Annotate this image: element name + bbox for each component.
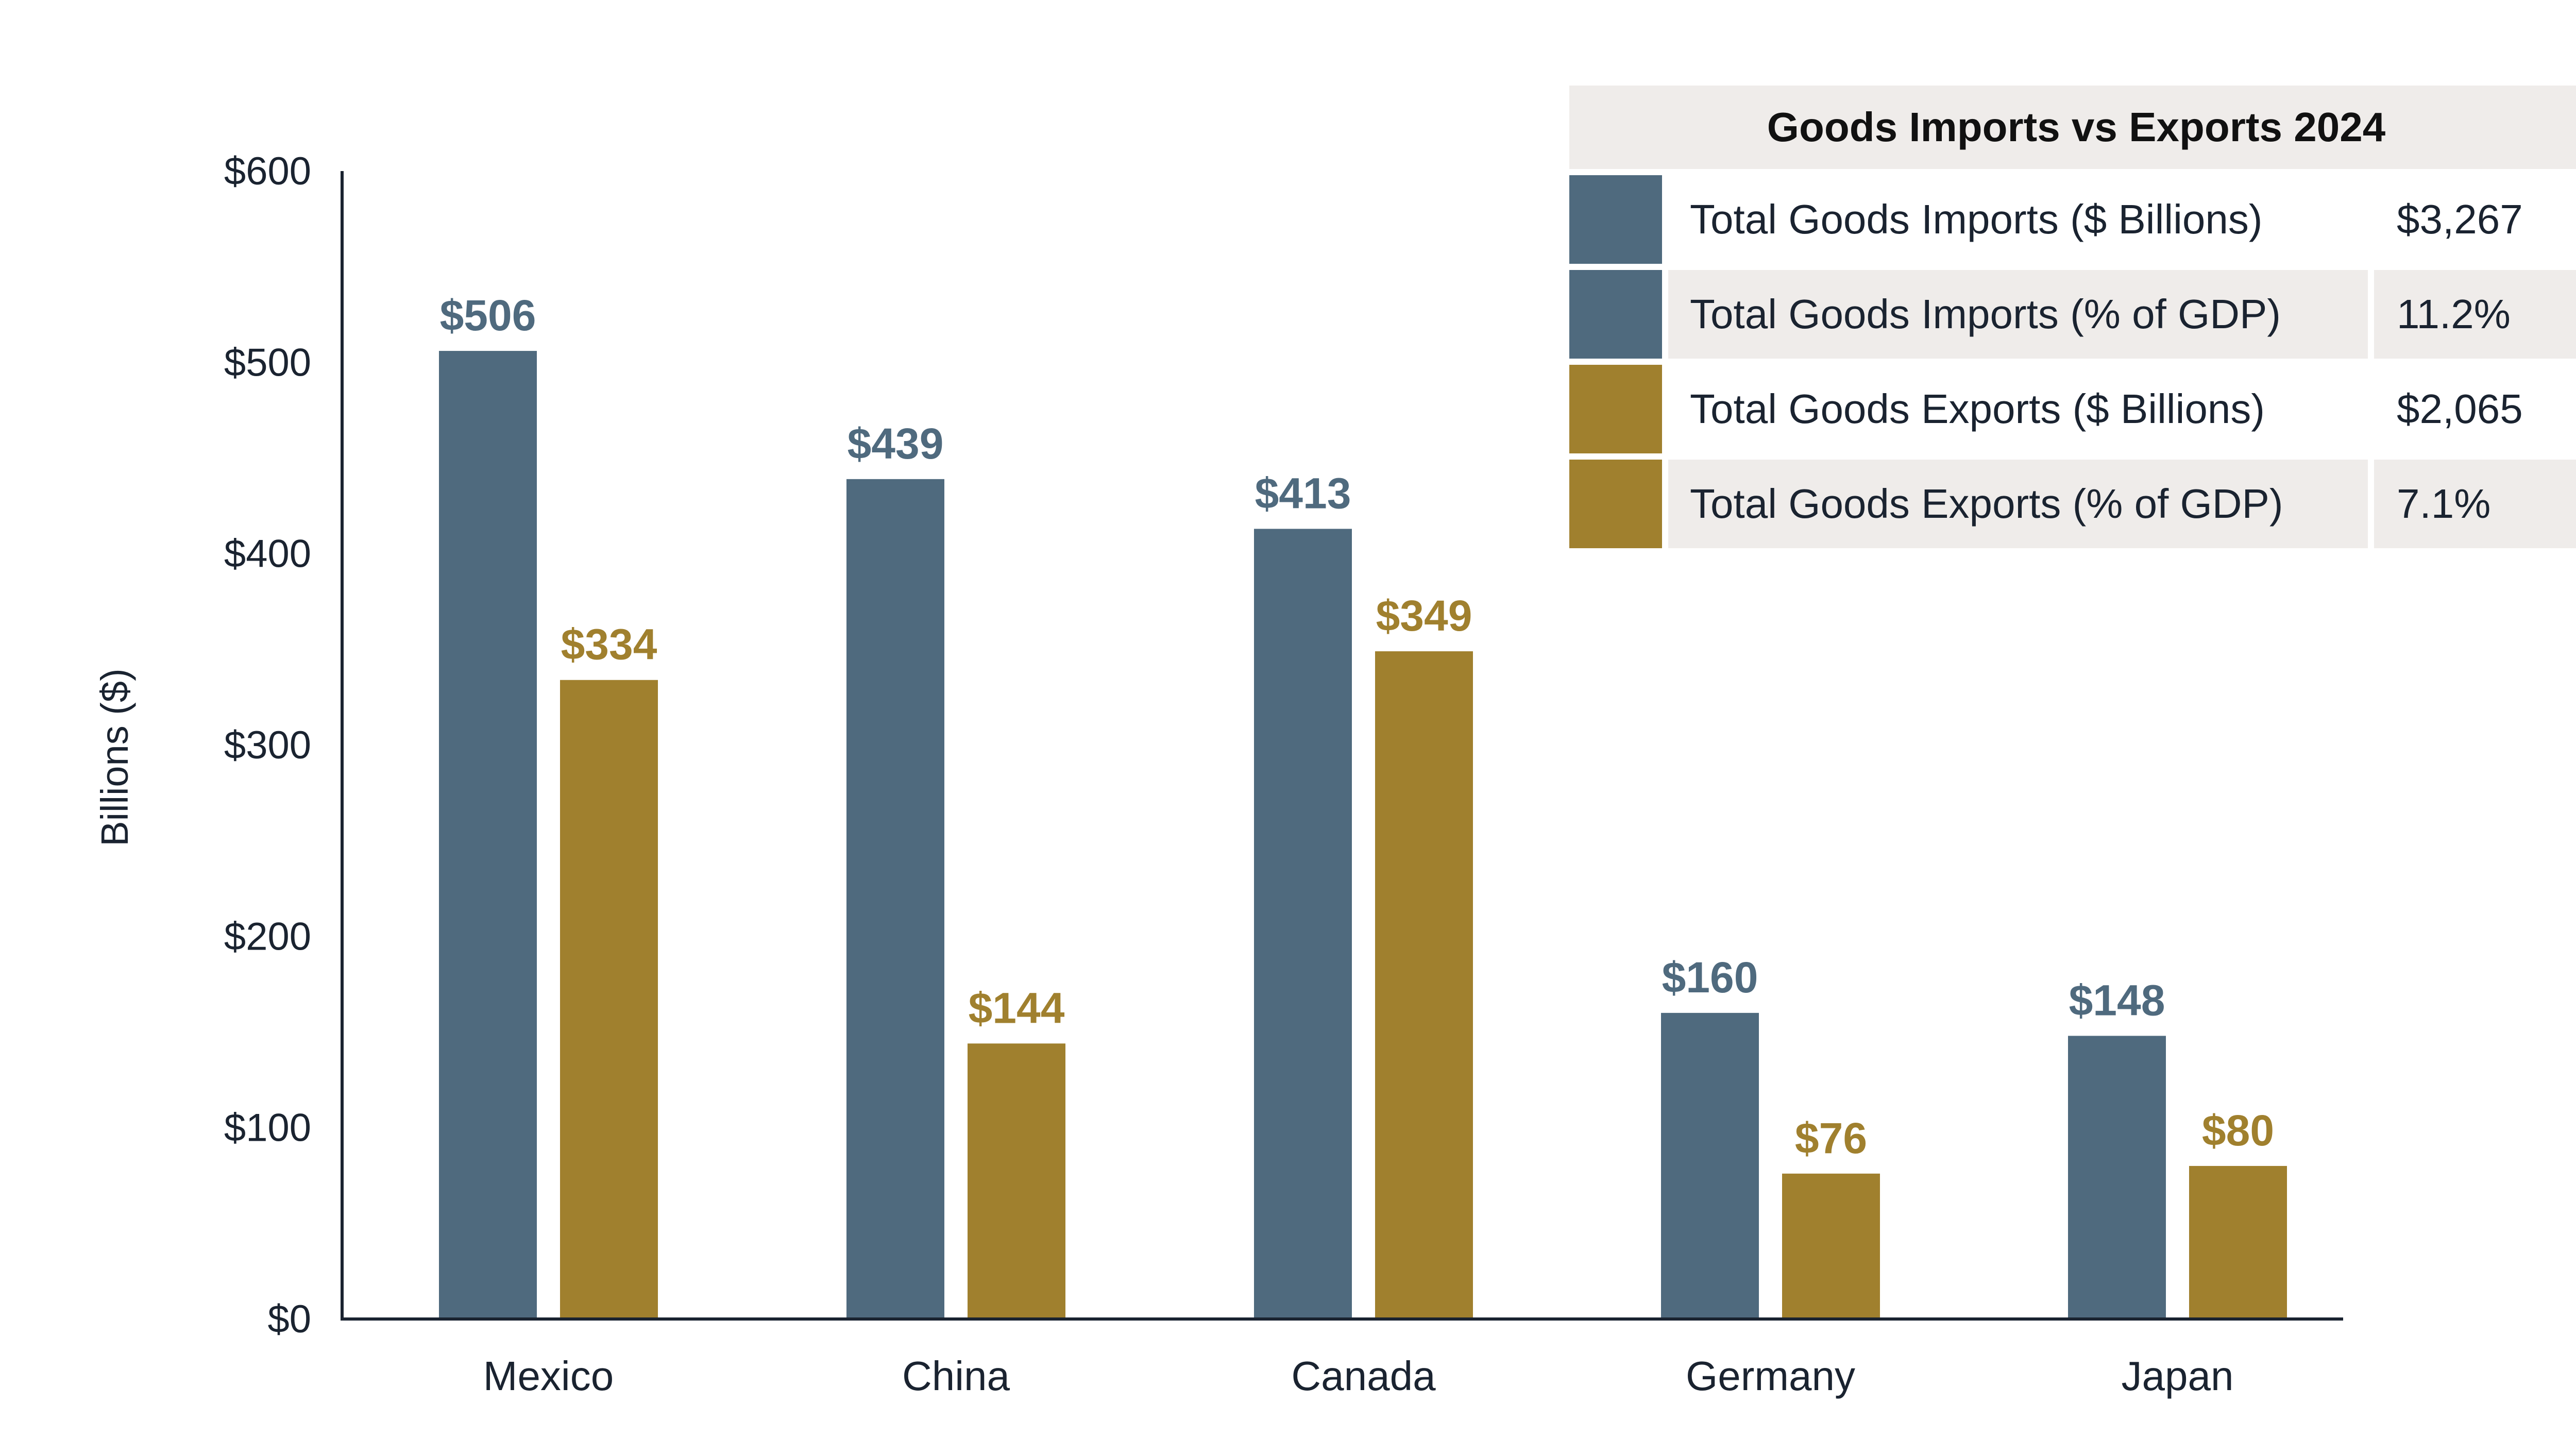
summary-legend-table: Goods Imports vs Exports 2024 Total Good… bbox=[1569, 86, 2576, 548]
bar-exports-canada bbox=[1375, 651, 1473, 1319]
legend-value: 7.1% bbox=[2374, 460, 2576, 548]
legend-swatch-imports bbox=[1569, 175, 1662, 264]
y-tick-label: $500 bbox=[224, 341, 311, 384]
legend-value: 11.2% bbox=[2374, 270, 2576, 359]
legend-label: Total Goods Imports (% of GDP) bbox=[1668, 270, 2368, 359]
y-tick-label: $100 bbox=[224, 1106, 311, 1150]
data-label-imports-canada: $413 bbox=[1255, 469, 1351, 517]
bar-exports-germany bbox=[1782, 1173, 1880, 1319]
y-tick-label: $200 bbox=[224, 915, 311, 958]
y-tick-label: $300 bbox=[224, 723, 311, 767]
y-tick-label: $0 bbox=[267, 1297, 311, 1341]
data-label-imports-japan: $148 bbox=[2069, 976, 2165, 1024]
bar-exports-mexico bbox=[560, 680, 658, 1319]
legend-label: Total Goods Exports ($ Billions) bbox=[1690, 386, 2265, 432]
data-label-imports-germany: $160 bbox=[1662, 953, 1758, 1002]
bar-imports-japan bbox=[2068, 1036, 2166, 1319]
legend-row-exports-billions: Total Goods Exports ($ Billions) $2,065 bbox=[1569, 365, 2576, 453]
x-category-label: Canada bbox=[1291, 1353, 1436, 1399]
legend-row-imports-gdp: Total Goods Imports (% of GDP) 11.2% bbox=[1569, 270, 2576, 359]
x-axis-labels: Mexico China Canada Germany Japan bbox=[483, 1353, 2234, 1399]
legend-label: Total Goods Imports ($ Billions) bbox=[1690, 196, 2263, 242]
data-label-imports-mexico: $506 bbox=[440, 291, 536, 340]
legend-value: $2,065 bbox=[2397, 386, 2523, 432]
legend-value: $3,267 bbox=[2397, 196, 2523, 242]
x-category-label: Japan bbox=[2122, 1353, 2234, 1399]
legend-title: Goods Imports vs Exports 2024 bbox=[1569, 86, 2576, 169]
bar-imports-germany bbox=[1661, 1012, 1759, 1319]
legend-row-exports-gdp: Total Goods Exports (% of GDP) 7.1% bbox=[1569, 460, 2576, 548]
legend-swatch-imports bbox=[1569, 270, 1662, 359]
x-category-label: Mexico bbox=[483, 1353, 614, 1399]
legend-row-imports-billions: Total Goods Imports ($ Billions) $3,267 bbox=[1569, 175, 2576, 264]
legend-swatch-exports bbox=[1569, 365, 1662, 453]
data-labels: $506 $334 $439 $144 $413 $349 $160 $76 $148 $80 bbox=[440, 291, 2275, 1162]
y-axis-title: Billions ($) bbox=[93, 668, 136, 846]
data-label-exports-china: $144 bbox=[969, 984, 1065, 1032]
data-label-exports-japan: $80 bbox=[2202, 1106, 2274, 1155]
data-label-exports-mexico: $334 bbox=[561, 620, 657, 669]
bar-imports-canada bbox=[1254, 529, 1352, 1319]
bar-exports-japan bbox=[2189, 1165, 2287, 1319]
bar-imports-china bbox=[846, 479, 944, 1319]
y-tick-label: $600 bbox=[224, 149, 311, 193]
x-category-label: China bbox=[902, 1353, 1010, 1399]
legend-swatch-exports bbox=[1569, 460, 1662, 548]
data-label-exports-canada: $349 bbox=[1376, 591, 1472, 640]
bar-exports-china bbox=[968, 1043, 1065, 1319]
data-label-imports-china: $439 bbox=[848, 419, 944, 468]
bars bbox=[439, 351, 2287, 1319]
bar-imports-mexico bbox=[439, 351, 537, 1319]
data-label-exports-germany: $76 bbox=[1795, 1114, 1867, 1162]
y-axis-ticks: $0 $100 $200 $300 $400 $500 $600 bbox=[224, 149, 311, 1341]
y-tick-label: $400 bbox=[224, 532, 311, 576]
x-category-label: Germany bbox=[1686, 1353, 1855, 1399]
legend-label: Total Goods Exports (% of GDP) bbox=[1668, 460, 2368, 548]
